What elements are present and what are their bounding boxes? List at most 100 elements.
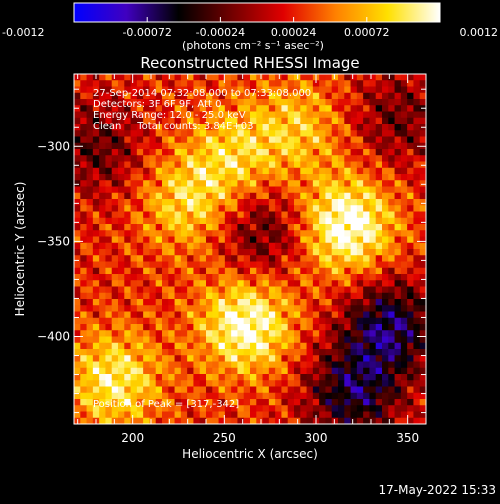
- heatmap-cell: [382, 230, 389, 237]
- heatmap-cell: [250, 199, 257, 206]
- heatmap-cell: [155, 86, 163, 94]
- heatmap-cell: [206, 230, 213, 237]
- heatmap-cell: [118, 374, 125, 381]
- heatmap-cell: [294, 117, 301, 125]
- heatmap-cell: [407, 136, 414, 144]
- heatmap-cell: [250, 292, 257, 300]
- heatmap-cell: [130, 92, 138, 100]
- heatmap-cell: [319, 405, 326, 412]
- heatmap-cell: [281, 305, 289, 312]
- heatmap-cell: [212, 305, 219, 312]
- heatmap-cell: [237, 192, 245, 200]
- heatmap-cell: [80, 386, 87, 394]
- heatmap-cell: [136, 249, 144, 256]
- heatmap-cell: [124, 180, 131, 187]
- heatmap-cell: [193, 155, 201, 162]
- heatmap-cell: [231, 367, 238, 375]
- heatmap-cell: [281, 286, 289, 294]
- heatmap-cell: [300, 180, 307, 187]
- heatmap-cell: [74, 411, 81, 419]
- heatmap-cell: [218, 186, 226, 194]
- heatmap-cell: [312, 161, 320, 169]
- heatmap-cell: [344, 117, 351, 125]
- heatmap-cell: [206, 174, 213, 181]
- heatmap-cell: [199, 142, 207, 150]
- heatmap-cell: [224, 292, 232, 300]
- heatmap-cell: [193, 280, 201, 287]
- heatmap-cell: [413, 330, 421, 337]
- heatmap-cell: [306, 374, 314, 381]
- heatmap-cell: [356, 117, 364, 125]
- heatmap-cell: [331, 249, 339, 256]
- heatmap-cell: [382, 411, 389, 419]
- heatmap-cell: [325, 411, 333, 419]
- heatmap-cell: [86, 367, 94, 375]
- heatmap-cell: [86, 405, 94, 412]
- heatmap-cell: [287, 342, 295, 350]
- heatmap-cell: [180, 74, 188, 81]
- heatmap-cell: [143, 205, 150, 212]
- heatmap-cell: [375, 361, 383, 369]
- heatmap-cell: [369, 80, 377, 87]
- heatmap-cell: [369, 92, 377, 100]
- heatmap-cell: [419, 224, 426, 231]
- heatmap-cell: [287, 136, 295, 144]
- heatmap-cell: [312, 211, 320, 219]
- heatmap-cell: [375, 330, 383, 337]
- heatmap-cell: [268, 174, 276, 181]
- heatmap-cell: [74, 130, 81, 137]
- heatmap-cell: [149, 174, 157, 181]
- heatmap-cell: [312, 130, 320, 137]
- heatmap-cell: [143, 267, 150, 275]
- heatmap-cell: [382, 136, 389, 144]
- heatmap-cell: [413, 136, 421, 144]
- heatmap-cell: [231, 392, 238, 400]
- heatmap-cell: [363, 236, 370, 244]
- heatmap-cell: [294, 261, 301, 269]
- heatmap-cell: [344, 155, 351, 162]
- heatmap-cell: [331, 286, 339, 294]
- heatmap-cell: [281, 161, 289, 169]
- heatmap-cell: [174, 417, 182, 424]
- heatmap-cell: [206, 411, 213, 419]
- heatmap-cell: [331, 105, 339, 112]
- heatmap-cell: [382, 361, 389, 369]
- heatmap-cell: [231, 405, 238, 412]
- heatmap-cell: [400, 161, 408, 169]
- heatmap-cell: [394, 199, 402, 206]
- heatmap-cell: [275, 355, 282, 362]
- heatmap-cell: [118, 224, 125, 231]
- heatmap-cell: [193, 380, 201, 387]
- heatmap-cell: [250, 86, 257, 94]
- heatmap-cell: [419, 305, 426, 312]
- heatmap-cell: [124, 261, 131, 269]
- heatmap-cell: [407, 286, 414, 294]
- heatmap-cell: [111, 192, 119, 200]
- heatmap-cell: [331, 236, 339, 244]
- heatmap-cell: [338, 174, 345, 181]
- heatmap-cell: [99, 230, 106, 237]
- heatmap-cell: [149, 117, 157, 125]
- heatmap-cell: [111, 249, 119, 256]
- heatmap-cell: [231, 74, 238, 81]
- heatmap-cell: [212, 105, 219, 112]
- heatmap-cell: [281, 199, 289, 206]
- heatmap-cell: [162, 155, 169, 162]
- heatmap-cell: [74, 405, 81, 412]
- heatmap-cell: [155, 292, 163, 300]
- heatmap-cell: [275, 367, 282, 375]
- heatmap-cell: [199, 305, 207, 312]
- heatmap-cell: [86, 99, 94, 106]
- heatmap-cell: [369, 111, 377, 119]
- heatmap-cell: [193, 224, 201, 231]
- heatmap-cell: [419, 180, 426, 187]
- heatmap-cell: [294, 267, 301, 275]
- heatmap-cell: [382, 405, 389, 412]
- heatmap-cell: [99, 211, 106, 219]
- heatmap-cell: [124, 374, 131, 381]
- heatmap-cell: [130, 180, 138, 187]
- heatmap-cell: [250, 249, 257, 256]
- heatmap-cell: [86, 324, 94, 331]
- heatmap-cell: [231, 317, 238, 325]
- heatmap-cell: [111, 242, 119, 250]
